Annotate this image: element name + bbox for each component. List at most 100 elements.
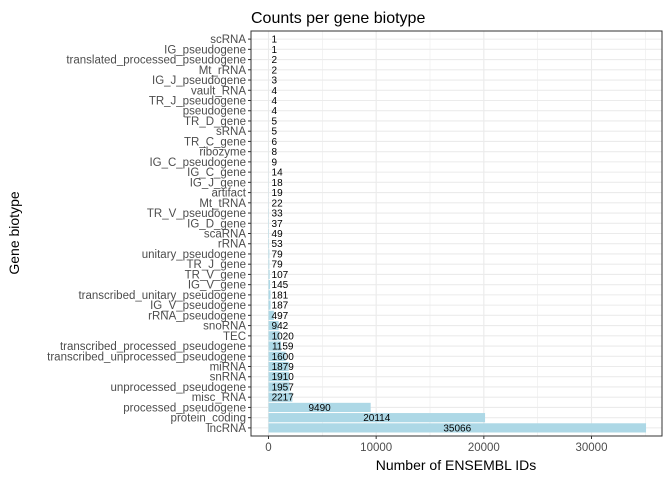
y-tick-label: unitary_pseudogene — [142, 249, 246, 261]
bar-value-label: 79 — [272, 260, 284, 271]
y-tick-label: IG_J_gene — [190, 177, 246, 189]
x-axis: 0 10000 20000 30000 — [265, 436, 607, 454]
y-tick-label: Mt_rRNA — [199, 65, 247, 77]
bar — [268, 320, 279, 331]
bar — [268, 310, 274, 320]
y-tick-label: pseudogene — [183, 106, 246, 118]
y-tick-label: IG_C_pseudogene — [149, 157, 246, 169]
bar-value-label: 181 — [272, 290, 289, 301]
x-tick-label: 20000 — [468, 442, 500, 454]
y-tick-label: scaRNA — [204, 229, 247, 241]
bar-value-label: 1159 — [272, 342, 294, 353]
bar-value-label: 20114 — [363, 413, 391, 424]
bar-value-label: 53 — [272, 239, 284, 250]
y-tick-label: TR_C_gene — [184, 136, 246, 148]
y-tick-label: transcribed_processed_pseudogene — [60, 341, 246, 353]
bar-value-label: 6 — [272, 137, 278, 148]
x-tick-label: 0 — [265, 442, 271, 454]
bar — [268, 402, 371, 413]
bar-value-label: 2217 — [272, 393, 295, 404]
y-tick-label: rRNA_pseudogene — [148, 310, 246, 322]
grid-lines — [251, 31, 662, 436]
y-tick-label: transcribed_unitary_pseudogene — [78, 290, 246, 302]
bar-value-label: 1957 — [272, 382, 295, 393]
bar — [268, 259, 270, 269]
bar — [268, 341, 281, 351]
y-tick-label: IG_J_pseudogene — [152, 75, 246, 87]
y-tick-label: lncRNA — [207, 423, 246, 435]
y-tick-label: IG_V_gene — [188, 280, 246, 292]
y-tick-label: TR_V_gene — [185, 269, 246, 281]
bar-value-label: 79 — [272, 249, 284, 260]
bar-value-label: 22 — [272, 198, 284, 209]
bar — [268, 269, 270, 280]
y-tick-label: sRNA — [216, 126, 246, 138]
bar-value-label: 942 — [272, 321, 289, 332]
y-tick-label: artifact — [211, 188, 246, 200]
y-tick-label: transcribed_unprocessed_pseudogene — [47, 351, 246, 363]
y-tick-label: TR_J_pseudogene — [149, 96, 246, 108]
bar-value-label: 2 — [272, 65, 278, 76]
bars — [268, 34, 647, 433]
bar-value-label: 3 — [272, 76, 278, 87]
bar — [268, 249, 270, 259]
y-tick-label: Mt_tRNA — [199, 198, 246, 210]
y-tick-label: TR_J_gene — [187, 259, 246, 271]
y-tick-label: IG_pseudogene — [164, 44, 246, 56]
y-axis: scRNAIG_pseudogenetranslated_processed_p… — [47, 34, 251, 435]
x-tick-label: 10000 — [360, 442, 392, 454]
bar — [268, 300, 271, 310]
bar-value-label: 5 — [272, 127, 278, 138]
y-tick-label: protein_coding — [171, 413, 246, 425]
y-tick-label: miRNA — [210, 362, 247, 374]
bar — [268, 351, 286, 361]
chart-title: Counts per gene biotype — [251, 10, 425, 27]
bar — [268, 423, 647, 433]
y-tick-label: ribozyme — [199, 147, 246, 159]
bar — [268, 290, 271, 300]
bar — [268, 239, 270, 249]
bar — [268, 382, 290, 392]
y-tick-label: TEC — [223, 331, 246, 343]
y-tick-label: TR_D_gene — [184, 116, 246, 128]
y-tick-label: rRNA — [218, 239, 246, 251]
y-tick-label: snoRNA — [203, 321, 246, 333]
bar-value-label: 9490 — [308, 403, 331, 414]
bar-value-label: 4 — [272, 106, 278, 117]
y-tick-label: misc_RNA — [192, 392, 247, 404]
bar-value-label: 187 — [272, 301, 289, 312]
bar — [268, 361, 289, 372]
bar-value-label: 1910 — [272, 372, 295, 383]
bar-value-label: 18 — [272, 178, 284, 189]
bar — [268, 372, 290, 382]
bar-value-label: 4 — [272, 96, 278, 107]
y-tick-label: TR_V_pseudogene — [147, 208, 246, 220]
bar-value-label: 14 — [272, 168, 284, 179]
bar-value-label: 1 — [272, 35, 278, 46]
y-tick-label: snRNA — [210, 372, 247, 384]
bar-value-label: 4 — [272, 86, 278, 97]
y-axis-title: Gene biotype — [6, 191, 22, 274]
bar-value-label: 1020 — [272, 331, 295, 342]
bar-value-label: 37 — [272, 219, 284, 230]
x-tick-label: 30000 — [576, 442, 608, 454]
y-tick-label: translated_processed_pseudogene — [66, 55, 246, 67]
bar-value-label: 9 — [272, 157, 278, 168]
y-tick-label: IG_D_gene — [187, 218, 246, 230]
bar-value-label: 1600 — [272, 352, 295, 363]
y-tick-label: IG_C_gene — [187, 167, 246, 179]
y-tick-label: scRNA — [210, 34, 246, 46]
bar — [268, 280, 271, 290]
bar-value-label: 33 — [272, 209, 284, 220]
x-axis-title: Number of ENSEMBL IDs — [376, 457, 537, 473]
bar-value-label: 1879 — [272, 362, 295, 373]
bar — [268, 228, 270, 239]
bar-value-label: 107 — [272, 270, 289, 281]
bar-value-label: 145 — [272, 280, 289, 291]
bar-value-labels: 1122344455689141819223337495379791071451… — [272, 35, 472, 435]
bar — [268, 392, 293, 402]
y-tick-label: vault_RNA — [191, 85, 246, 97]
bar — [268, 331, 280, 341]
bar-value-label: 35066 — [443, 423, 471, 434]
